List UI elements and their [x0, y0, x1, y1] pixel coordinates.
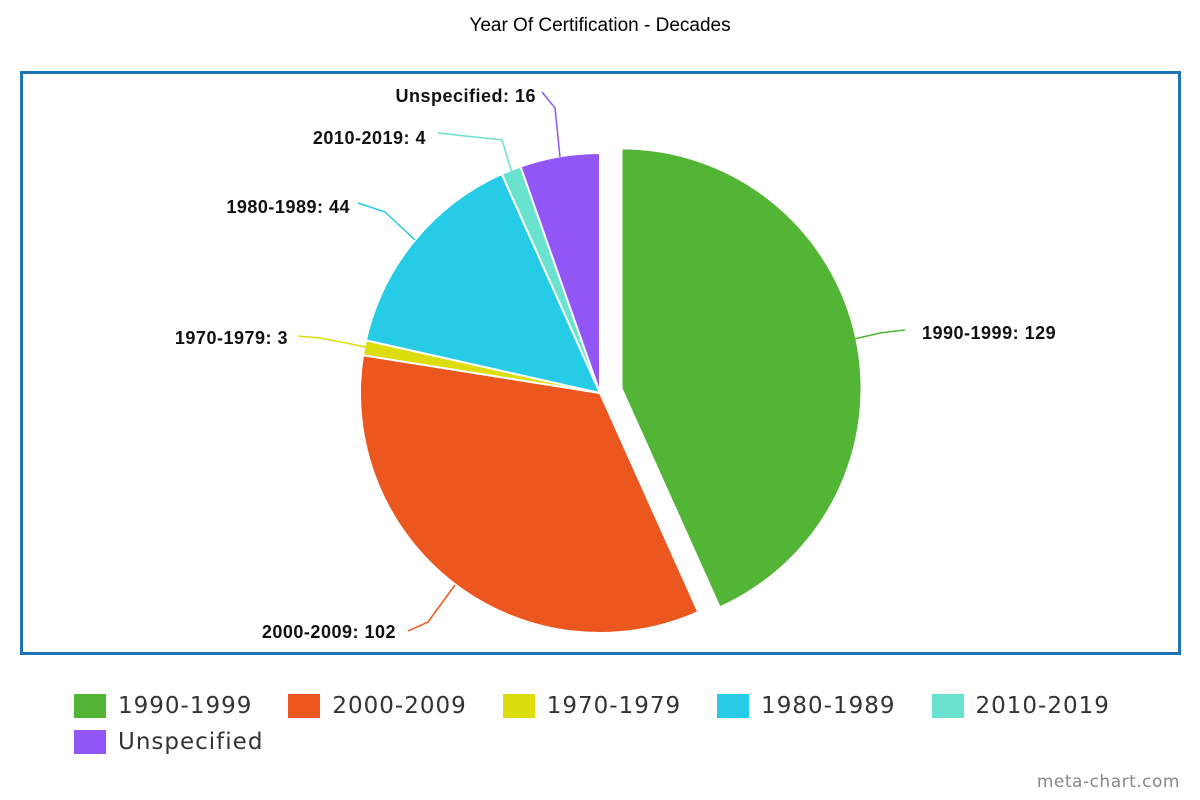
legend-item-2000-2009[interactable]: 2000-2009	[288, 693, 466, 719]
watermark: meta-chart.com	[1036, 772, 1180, 792]
legend-label: 2010-2019	[975, 693, 1110, 719]
legend-swatch	[288, 694, 321, 718]
leader-line	[407, 584, 456, 632]
legend: 1990-1999 2000-2009 1970-1979 1980-1989 …	[74, 688, 1174, 760]
legend-row: Unspecified	[74, 724, 1174, 760]
legend-label: 1990-1999	[118, 693, 253, 719]
data-label: 1980-1989: 44	[226, 197, 350, 217]
leader-line	[357, 202, 416, 241]
legend-swatch	[74, 730, 106, 754]
legend-item-2010-2019[interactable]: 2010-2019	[931, 693, 1110, 719]
chart-title: Year Of Certification - Decades	[469, 15, 731, 36]
legend-swatch	[931, 694, 964, 718]
legend-label: Unspecified	[118, 729, 264, 755]
legend-label: 1980-1989	[761, 693, 896, 719]
legend-item-1980-1989[interactable]: 1980-1989	[717, 693, 895, 719]
pie-slice-2000-2009[interactable]	[359, 354, 700, 634]
plot-frame	[20, 71, 1181, 655]
data-label: 1970-1979: 3	[175, 328, 288, 348]
leader-line	[297, 335, 367, 348]
data-label: Unspecified: 16	[395, 86, 536, 106]
leader-line	[437, 132, 513, 174]
data-label: 2010-2019: 4	[313, 128, 426, 148]
legend-swatch	[717, 694, 750, 718]
pie-slice-1980-1989[interactable]	[364, 172, 602, 395]
data-label: 1990-1999: 129	[922, 323, 1056, 343]
leader-line	[849, 329, 906, 341]
legend-item-1970-1979[interactable]: 1970-1979	[502, 693, 682, 719]
legend-item-unspecified[interactable]: Unspecified	[74, 729, 263, 755]
legend-swatch	[502, 694, 535, 718]
legend-label: 1970-1979	[546, 693, 682, 719]
legend-swatch	[74, 694, 106, 718]
legend-item-1990-1999[interactable]: 1990-1999	[74, 693, 252, 719]
data-label: 2000-2009: 102	[262, 622, 396, 642]
legend-row: 1990-1999 2000-2009 1970-1979 1980-1989 …	[74, 688, 1174, 724]
leader-line	[541, 91, 561, 158]
legend-label: 2000-2009	[332, 693, 467, 719]
